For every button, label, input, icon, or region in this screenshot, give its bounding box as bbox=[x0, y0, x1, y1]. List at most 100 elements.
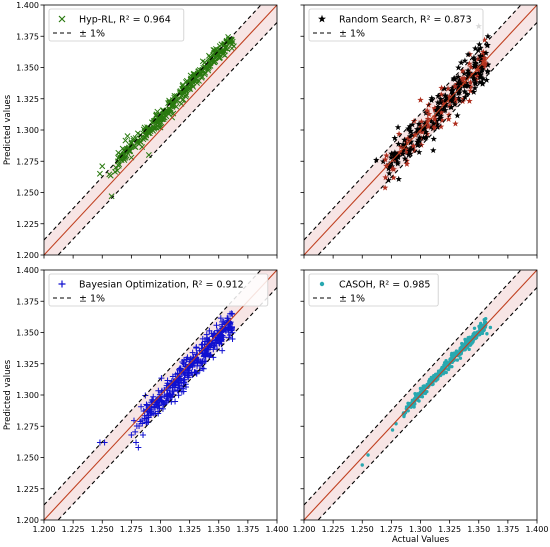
plot-area bbox=[304, 270, 537, 520]
chart-panel-top-left: 1.200 1.225 1.250 1.275 1.300 1.325 1.350 1.375… bbox=[3, 1, 278, 260]
data-point-229 bbox=[386, 170, 393, 177]
data-point-322 bbox=[108, 193, 115, 200]
data-point-247 bbox=[173, 103, 180, 110]
data-point-71 bbox=[392, 157, 399, 164]
data-point-307 bbox=[213, 322, 220, 329]
data-point-222 bbox=[134, 130, 141, 137]
data-point-116 bbox=[406, 133, 414, 140]
data-point-330 bbox=[456, 89, 463, 96]
data-point-24 bbox=[433, 117, 440, 125]
data-point-342 bbox=[390, 428, 395, 432]
data-point-211 bbox=[466, 97, 473, 104]
data-point-163 bbox=[115, 162, 122, 169]
data-point-171 bbox=[470, 74, 477, 81]
data-point-185 bbox=[472, 326, 477, 330]
data-point-182 bbox=[472, 80, 479, 87]
data-point-264 bbox=[185, 85, 192, 92]
data-point-322 bbox=[449, 93, 457, 101]
data-point-321 bbox=[483, 42, 491, 49]
legend-entry-scatter: Hyp-RL, R² = 0.964 bbox=[79, 15, 171, 26]
data-point-142 bbox=[420, 134, 427, 141]
data-point-132 bbox=[455, 64, 462, 71]
data-point-204 bbox=[418, 128, 426, 135]
data-point-230 bbox=[454, 85, 461, 92]
upper-bound-line bbox=[44, 270, 262, 506]
data-point-309 bbox=[218, 336, 225, 343]
data-point-346 bbox=[202, 346, 209, 353]
data-point-264 bbox=[480, 54, 488, 61]
data-point-271 bbox=[217, 337, 224, 344]
data-point-307 bbox=[187, 80, 194, 87]
data-point-7 bbox=[439, 97, 446, 105]
data-point-252 bbox=[470, 341, 474, 345]
data-point-174 bbox=[478, 68, 485, 75]
data-point-125 bbox=[467, 79, 474, 86]
data-point-179 bbox=[397, 143, 405, 150]
data-point-306 bbox=[467, 70, 474, 77]
data-point-198 bbox=[460, 78, 467, 85]
data-point-305 bbox=[130, 135, 137, 142]
data-point-323 bbox=[455, 358, 460, 362]
data-point-303 bbox=[191, 70, 197, 77]
data-point-173 bbox=[394, 160, 402, 167]
identity-line bbox=[304, 270, 537, 520]
legend-box bbox=[308, 8, 484, 42]
data-point-321 bbox=[99, 163, 106, 170]
legend-box bbox=[48, 8, 185, 42]
y-tick-label: 1.325 bbox=[16, 360, 39, 369]
data-point-340 bbox=[360, 463, 364, 467]
data-point-50 bbox=[388, 163, 396, 170]
data-point-250 bbox=[437, 99, 444, 106]
data-point-306 bbox=[450, 351, 454, 356]
data-point-340 bbox=[373, 156, 380, 163]
data-point-143 bbox=[409, 131, 416, 138]
data-point-79 bbox=[477, 44, 484, 52]
data-point-282 bbox=[430, 120, 437, 127]
data-point-299 bbox=[428, 94, 436, 102]
x-tick-label: 1.300 bbox=[409, 525, 432, 534]
data-point-162 bbox=[425, 389, 429, 394]
data-point-192 bbox=[449, 90, 456, 97]
data-point-134 bbox=[442, 96, 450, 103]
data-point-345 bbox=[194, 362, 201, 369]
y-tick-label: 1.250 bbox=[16, 189, 39, 198]
data-point-254 bbox=[130, 137, 137, 144]
data-point-367 bbox=[205, 343, 212, 350]
legend-box bbox=[48, 273, 269, 307]
data-point-96 bbox=[407, 150, 414, 157]
data-point-324 bbox=[477, 71, 484, 78]
data-point-263 bbox=[459, 67, 466, 74]
y-tick-label: 1.200 bbox=[16, 516, 39, 525]
x-axis-label: Actual Values bbox=[392, 535, 450, 545]
data-point-308 bbox=[138, 403, 145, 410]
data-point-127 bbox=[389, 165, 396, 172]
data-point-328 bbox=[225, 334, 232, 341]
data-point-345 bbox=[488, 325, 493, 330]
data-point-291 bbox=[446, 102, 454, 109]
data-point-347 bbox=[211, 343, 218, 350]
data-point-78 bbox=[483, 76, 490, 83]
data-point-53 bbox=[229, 335, 236, 342]
data-point-110 bbox=[434, 99, 442, 106]
data-point-14 bbox=[437, 95, 444, 102]
data-point-329 bbox=[230, 43, 237, 50]
data-point-326 bbox=[464, 70, 472, 77]
data-point-342 bbox=[391, 152, 399, 159]
data-point-210 bbox=[475, 46, 482, 54]
data-point-178 bbox=[385, 165, 392, 172]
legend-marker bbox=[318, 14, 326, 23]
data-point-273 bbox=[155, 387, 162, 394]
data-point-338 bbox=[427, 379, 431, 383]
legend: CASOH, R² = 0.985 ± 1% bbox=[308, 273, 439, 307]
data-point-152 bbox=[467, 83, 474, 90]
data-point-260 bbox=[431, 113, 439, 120]
data-point-259 bbox=[447, 366, 451, 370]
data-point-337 bbox=[474, 66, 482, 73]
plot-area bbox=[304, 5, 537, 255]
data-point-337 bbox=[193, 370, 200, 377]
data-point-273 bbox=[187, 75, 194, 82]
data-point-100 bbox=[451, 101, 459, 108]
y-tick-label: 1.350 bbox=[16, 329, 39, 338]
y-axis-label: Predicted values bbox=[3, 94, 13, 165]
data-point-303 bbox=[435, 115, 443, 122]
